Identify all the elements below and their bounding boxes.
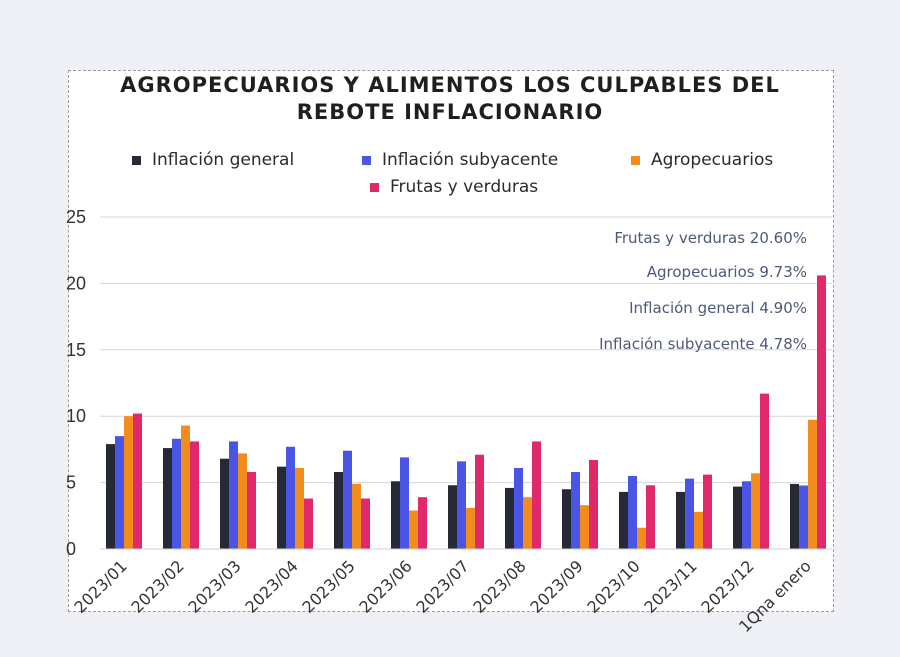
annotation-inflacion-general-4-90: Inflación general 4.90% <box>629 299 807 317</box>
x-tick-label-2023-07: 2023/07 <box>412 556 472 616</box>
bar-inflacion-subyacente-1qna-enero <box>799 485 808 549</box>
bar-agropecuarios-2023-04 <box>295 467 304 549</box>
bar-agropecuarios-2023-02 <box>181 425 190 549</box>
y-tick-label-10: 10 <box>66 406 86 426</box>
bar-agropecuarios-2023-05 <box>352 483 361 549</box>
bar-agropecuarios-2023-08 <box>523 497 532 549</box>
bar-inflacion-general-2023-05 <box>334 471 343 549</box>
bar-agropecuarios-2023-06 <box>409 510 418 549</box>
legend-label-inflacion-subyacente: Inflación subyacente <box>382 150 559 170</box>
annotation-inflacion-subyacente-4-78: Inflación subyacente 4.78% <box>599 335 807 353</box>
x-tick-label-2023-09: 2023/09 <box>526 556 586 616</box>
bar-inflacion-subyacente-2023-08 <box>514 467 523 549</box>
legend-item-inflacion-general: Inflación general <box>132 150 294 170</box>
legend-swatch-inflacion-subyacente <box>362 155 371 165</box>
bar-frutas-y-verduras-1qna-enero <box>817 275 826 549</box>
bar-frutas-y-verduras-2023-11 <box>703 474 712 549</box>
bar-inflacion-subyacente-2023-07 <box>457 461 466 549</box>
bar-agropecuarios-2023-12 <box>751 473 760 549</box>
bar-agropecuarios-2023-11 <box>694 511 703 549</box>
bar-frutas-y-verduras-2023-03 <box>247 471 256 549</box>
bar-inflacion-general-2023-01 <box>106 444 115 549</box>
chart-title-line-1: AGROPECUARIOS Y ALIMENTOS LOS CULPABLES … <box>120 73 780 97</box>
annotation-agropecuarios-9-73: Agropecuarios 9.73% <box>647 263 807 281</box>
x-tick-label-2023-01: 2023/01 <box>70 556 130 616</box>
legend-item-inflacion-subyacente: Inflación subyacente <box>362 150 558 170</box>
bar-inflacion-subyacente-2023-05 <box>343 450 352 549</box>
bar-frutas-y-verduras-2023-10 <box>646 485 655 549</box>
y-tick-label-0: 0 <box>66 539 76 559</box>
legend-label-inflacion-general: Inflación general <box>152 150 295 170</box>
bar-inflacion-general-2023-11 <box>676 491 685 549</box>
x-tick-label-2023-03: 2023/03 <box>184 556 244 616</box>
bar-agropecuarios-1qna-enero <box>808 419 817 549</box>
bar-inflacion-subyacente-2023-10 <box>628 475 637 549</box>
bar-inflacion-general-2023-02 <box>163 448 172 549</box>
bar-inflacion-general-2023-06 <box>391 481 400 549</box>
legend-swatch-frutas-y-verduras <box>370 182 379 192</box>
x-tick-label-2023-08: 2023/08 <box>469 556 529 616</box>
bar-inflacion-general-2023-09 <box>562 489 571 549</box>
legend-item-agropecuarios: Agropecuarios <box>631 150 773 170</box>
bar-inflacion-subyacente-2023-11 <box>685 478 694 549</box>
bar-frutas-y-verduras-2023-06 <box>418 497 427 549</box>
bar-frutas-y-verduras-2023-12 <box>760 393 769 549</box>
legend-swatch-agropecuarios <box>631 155 640 165</box>
bar-inflacion-subyacente-2023-01 <box>115 436 124 549</box>
bar-inflacion-subyacente-2023-04 <box>286 446 295 549</box>
bar-agropecuarios-2023-03 <box>238 453 247 549</box>
y-tick-label-25: 25 <box>66 207 86 227</box>
bar-inflacion-subyacente-2023-02 <box>172 438 181 549</box>
bar-inflacion-subyacente-2023-09 <box>571 471 580 549</box>
bar-inflacion-subyacente-2023-12 <box>742 481 751 549</box>
annotation-frutas-y-verduras-20-60: Frutas y verduras 20.60% <box>614 229 807 247</box>
bar-agropecuarios-2023-01 <box>124 416 133 549</box>
bar-inflacion-general-2023-07 <box>448 485 457 549</box>
bar-inflacion-subyacente-2023-06 <box>400 457 409 549</box>
y-tick-label-5: 5 <box>66 473 76 493</box>
bar-agropecuarios-2023-09 <box>580 505 589 549</box>
bar-frutas-y-verduras-2023-04 <box>304 498 313 549</box>
bar-frutas-y-verduras-2023-07 <box>475 454 484 549</box>
bar-agropecuarios-2023-10 <box>637 527 646 549</box>
legend-label-frutas-y-verduras: Frutas y verduras <box>390 177 539 197</box>
bar-agropecuarios-2023-07 <box>466 507 475 549</box>
bar-inflacion-general-2023-04 <box>277 466 286 549</box>
x-tick-label-2023-04: 2023/04 <box>241 556 301 616</box>
x-tick-label-2023-06: 2023/06 <box>355 556 415 616</box>
bar-frutas-y-verduras-2023-08 <box>532 441 541 549</box>
bar-inflacion-subyacente-2023-03 <box>229 441 238 549</box>
bar-inflacion-general-2023-03 <box>220 458 229 549</box>
legend-item-frutas-y-verduras: Frutas y verduras <box>370 177 538 197</box>
bar-inflacion-general-2023-08 <box>505 487 514 549</box>
y-tick-label-15: 15 <box>66 340 86 360</box>
bar-frutas-y-verduras-2023-02 <box>190 441 199 549</box>
chart-title: AGROPECUARIOS Y ALIMENTOS LOS CULPABLES … <box>68 72 832 126</box>
x-tick-label-2023-10: 2023/10 <box>583 556 643 616</box>
chart-title-line-2: REBOTE INFLACIONARIO <box>296 100 604 124</box>
bar-frutas-y-verduras-2023-09 <box>589 460 598 549</box>
y-tick-label-20: 20 <box>66 273 86 293</box>
x-tick-label-2023-05: 2023/05 <box>298 556 358 616</box>
bar-inflacion-general-1qna-enero <box>790 483 799 549</box>
x-tick-label-2023-02: 2023/02 <box>127 556 187 616</box>
bar-frutas-y-verduras-2023-01 <box>133 413 142 549</box>
bar-frutas-y-verduras-2023-05 <box>361 498 370 549</box>
x-tick-label-2023-11: 2023/11 <box>640 556 700 616</box>
legend-label-agropecuarios: Agropecuarios <box>651 150 774 170</box>
bar-inflacion-general-2023-12 <box>733 486 742 549</box>
legend-swatch-inflacion-general <box>132 155 141 165</box>
bar-inflacion-general-2023-10 <box>619 491 628 549</box>
